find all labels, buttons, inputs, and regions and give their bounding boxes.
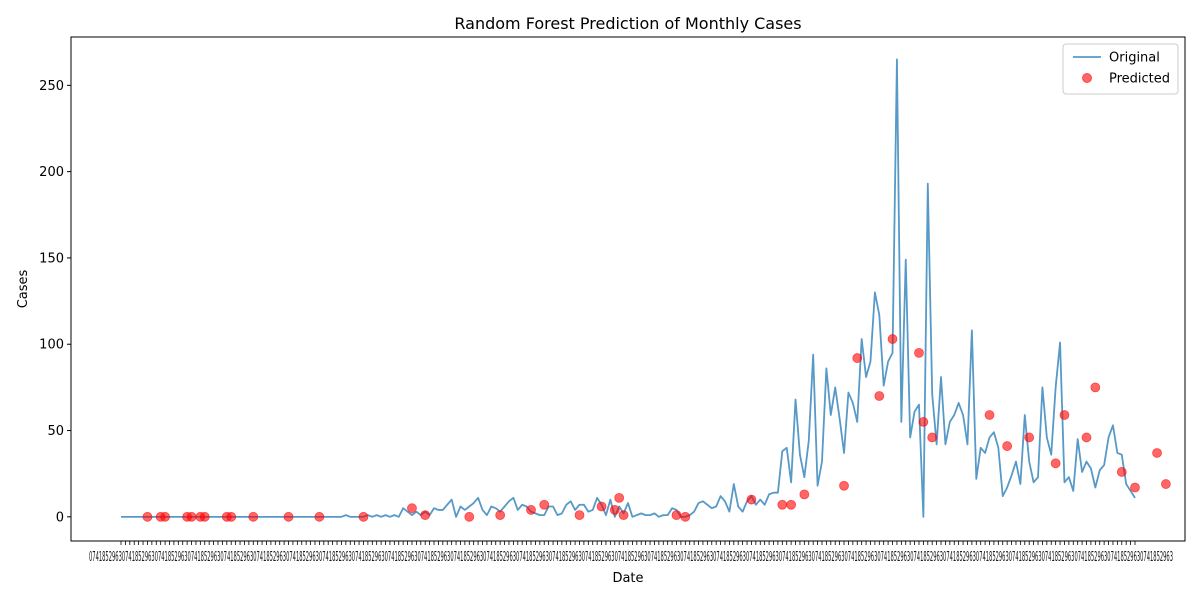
predicted-point <box>839 480 849 491</box>
y-tick-label: 200 <box>39 165 64 180</box>
predicted-point <box>1116 467 1127 477</box>
predicted-point <box>618 510 629 521</box>
predicted-point <box>887 334 898 344</box>
y-tick-label: 150 <box>39 251 64 266</box>
predicted-point <box>1081 432 1092 443</box>
predicted-point <box>407 503 417 514</box>
predicted-point <box>539 499 550 510</box>
legend-swatch-predicted <box>1082 73 1092 83</box>
y-tick-label: 0 <box>56 510 64 525</box>
chart-title: Random Forest Prediction of Monthly Case… <box>454 14 801 33</box>
predicted-point <box>680 511 691 522</box>
predicted-point <box>226 511 237 522</box>
plot-frame <box>70 36 1186 542</box>
predicted-point <box>1090 382 1101 393</box>
predicted-point <box>248 511 259 522</box>
predicted-point <box>596 501 607 512</box>
y-axis: 0 50 100 150 200 250 <box>39 79 71 525</box>
predicted-point <box>852 353 863 363</box>
predicted-point <box>671 510 682 521</box>
legend: Original Predicted <box>1062 43 1179 95</box>
predicted-point <box>927 432 938 443</box>
predicted-point <box>786 499 797 510</box>
x-axis-label: Date <box>612 571 643 586</box>
predicted-point <box>1059 410 1070 420</box>
predicted-point <box>574 510 585 521</box>
y-tick-label: 250 <box>39 79 64 94</box>
predicted-point <box>1130 482 1140 493</box>
predicted-point <box>914 347 924 358</box>
series-line-original <box>121 58 1136 518</box>
predicted-point <box>314 511 325 522</box>
predicted-point <box>186 511 197 522</box>
predicted-point <box>283 511 294 522</box>
legend-label-original: Original <box>1109 51 1160 66</box>
predicted-point <box>526 505 536 515</box>
predicted-point <box>199 511 210 522</box>
predicted-point <box>614 492 625 503</box>
predicted-point <box>495 510 506 521</box>
legend-label-predicted: Predicted <box>1109 72 1170 87</box>
predicted-point <box>1152 448 1162 458</box>
predicted-point <box>799 489 810 500</box>
predicted-point <box>420 510 431 521</box>
predicted-point <box>358 511 369 522</box>
y-tick-label: 100 <box>39 338 64 353</box>
predicted-point <box>609 505 620 515</box>
predicted-point <box>1002 441 1013 451</box>
y-axis-label: Cases <box>16 269 31 308</box>
predicted-point <box>464 511 475 522</box>
predicted-point <box>1160 479 1171 489</box>
plot-area <box>70 36 1186 542</box>
x-axis: 0741852963074185296307418529630741852963… <box>89 541 1173 565</box>
y-tick-label: 50 <box>47 424 64 439</box>
predicted-point <box>984 410 995 420</box>
predicted-point <box>918 417 929 427</box>
predicted-point <box>142 511 153 522</box>
predicted-point <box>874 391 885 401</box>
predicted-point <box>1050 458 1061 469</box>
predicted-point <box>160 511 170 522</box>
predicted-point <box>1024 432 1035 443</box>
predicted-point <box>777 499 788 510</box>
predicted-point <box>746 494 757 505</box>
x-tick-labels-dense: 0741852963074185296307418529630741852963… <box>89 550 1173 565</box>
